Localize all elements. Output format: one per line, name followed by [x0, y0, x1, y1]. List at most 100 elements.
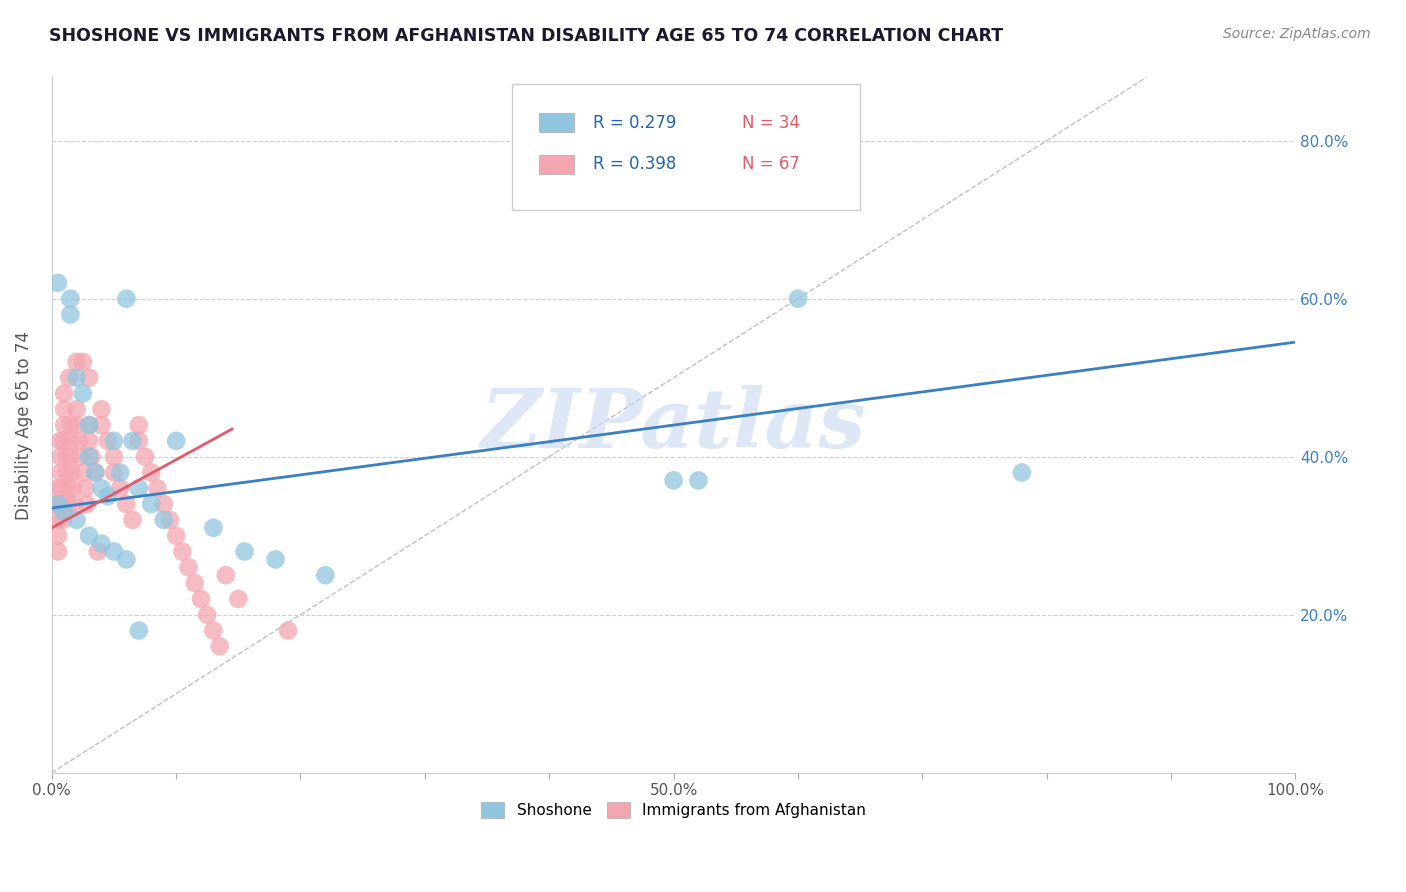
Point	[103, 450, 125, 464]
Point	[128, 624, 150, 638]
Point	[58, 370, 80, 384]
Point	[52, 513, 75, 527]
Point	[128, 481, 150, 495]
Point	[60, 466, 83, 480]
Point	[51, 481, 73, 495]
Text: ZIPatlas: ZIPatlas	[481, 385, 866, 465]
Point	[53, 418, 76, 433]
Point	[84, 466, 107, 480]
Point	[46, 276, 69, 290]
Point	[195, 607, 218, 622]
Point	[77, 418, 100, 433]
Point	[67, 434, 90, 448]
Point	[46, 497, 69, 511]
Point	[72, 466, 94, 480]
Point	[190, 591, 212, 606]
Point	[121, 434, 143, 448]
Point	[65, 513, 87, 527]
Point	[141, 497, 163, 511]
Point	[121, 513, 143, 527]
Point	[90, 481, 112, 495]
Point	[77, 529, 100, 543]
Point	[90, 536, 112, 550]
Point	[53, 434, 76, 448]
Point	[277, 624, 299, 638]
Point	[65, 355, 87, 369]
Point	[46, 513, 69, 527]
Text: R = 0.279: R = 0.279	[593, 113, 676, 132]
Point	[115, 292, 138, 306]
Point	[84, 466, 107, 480]
Point	[108, 481, 131, 495]
Point	[97, 489, 120, 503]
Point	[59, 434, 82, 448]
Point	[53, 505, 76, 519]
Point	[152, 513, 174, 527]
Point	[90, 418, 112, 433]
Point	[46, 497, 69, 511]
Text: R = 0.398: R = 0.398	[593, 155, 676, 173]
Point	[77, 418, 100, 433]
Point	[146, 481, 169, 495]
Point	[63, 497, 86, 511]
Point	[80, 450, 103, 464]
Point	[1011, 466, 1033, 480]
Point	[76, 497, 98, 511]
Point	[90, 402, 112, 417]
Point	[46, 529, 69, 543]
Point	[59, 292, 82, 306]
Point	[77, 370, 100, 384]
Point	[49, 434, 72, 448]
Point	[141, 466, 163, 480]
Point	[159, 513, 181, 527]
Point	[134, 450, 156, 464]
Point	[56, 481, 79, 495]
Point	[65, 402, 87, 417]
Point	[46, 544, 69, 558]
Point	[49, 466, 72, 480]
Point	[662, 474, 685, 488]
Text: SHOSHONE VS IMMIGRANTS FROM AFGHANISTAN DISABILITY AGE 65 TO 74 CORRELATION CHAR: SHOSHONE VS IMMIGRANTS FROM AFGHANISTAN …	[49, 27, 1004, 45]
Point	[65, 370, 87, 384]
Point	[128, 418, 150, 433]
Point	[314, 568, 336, 582]
Point	[77, 450, 100, 464]
Point	[103, 466, 125, 480]
Point	[108, 466, 131, 480]
Point	[226, 591, 249, 606]
Point	[115, 552, 138, 566]
Point	[97, 434, 120, 448]
Point	[72, 355, 94, 369]
Point	[53, 402, 76, 417]
Point	[51, 497, 73, 511]
Point	[65, 418, 87, 433]
Point	[59, 418, 82, 433]
Point	[115, 497, 138, 511]
Y-axis label: Disability Age 65 to 74: Disability Age 65 to 74	[15, 331, 32, 519]
Text: N = 34: N = 34	[742, 113, 800, 132]
Point	[152, 497, 174, 511]
Point	[75, 481, 97, 495]
Point	[69, 450, 91, 464]
Point	[128, 434, 150, 448]
Point	[103, 434, 125, 448]
Point	[184, 576, 207, 591]
Point	[688, 474, 710, 488]
Point	[165, 529, 187, 543]
Point	[62, 481, 84, 495]
Point	[49, 450, 72, 464]
Point	[202, 624, 225, 638]
Point	[172, 544, 194, 558]
Point	[46, 481, 69, 495]
Point	[208, 640, 231, 654]
Point	[55, 466, 77, 480]
Point	[233, 544, 256, 558]
Point	[59, 308, 82, 322]
Legend: Shoshone, Immigrants from Afghanistan: Shoshone, Immigrants from Afghanistan	[475, 796, 872, 824]
FancyBboxPatch shape	[512, 85, 860, 210]
Point	[103, 544, 125, 558]
Point	[215, 568, 238, 582]
Text: Source: ZipAtlas.com: Source: ZipAtlas.com	[1223, 27, 1371, 41]
Bar	[540, 113, 574, 132]
Point	[264, 552, 287, 566]
